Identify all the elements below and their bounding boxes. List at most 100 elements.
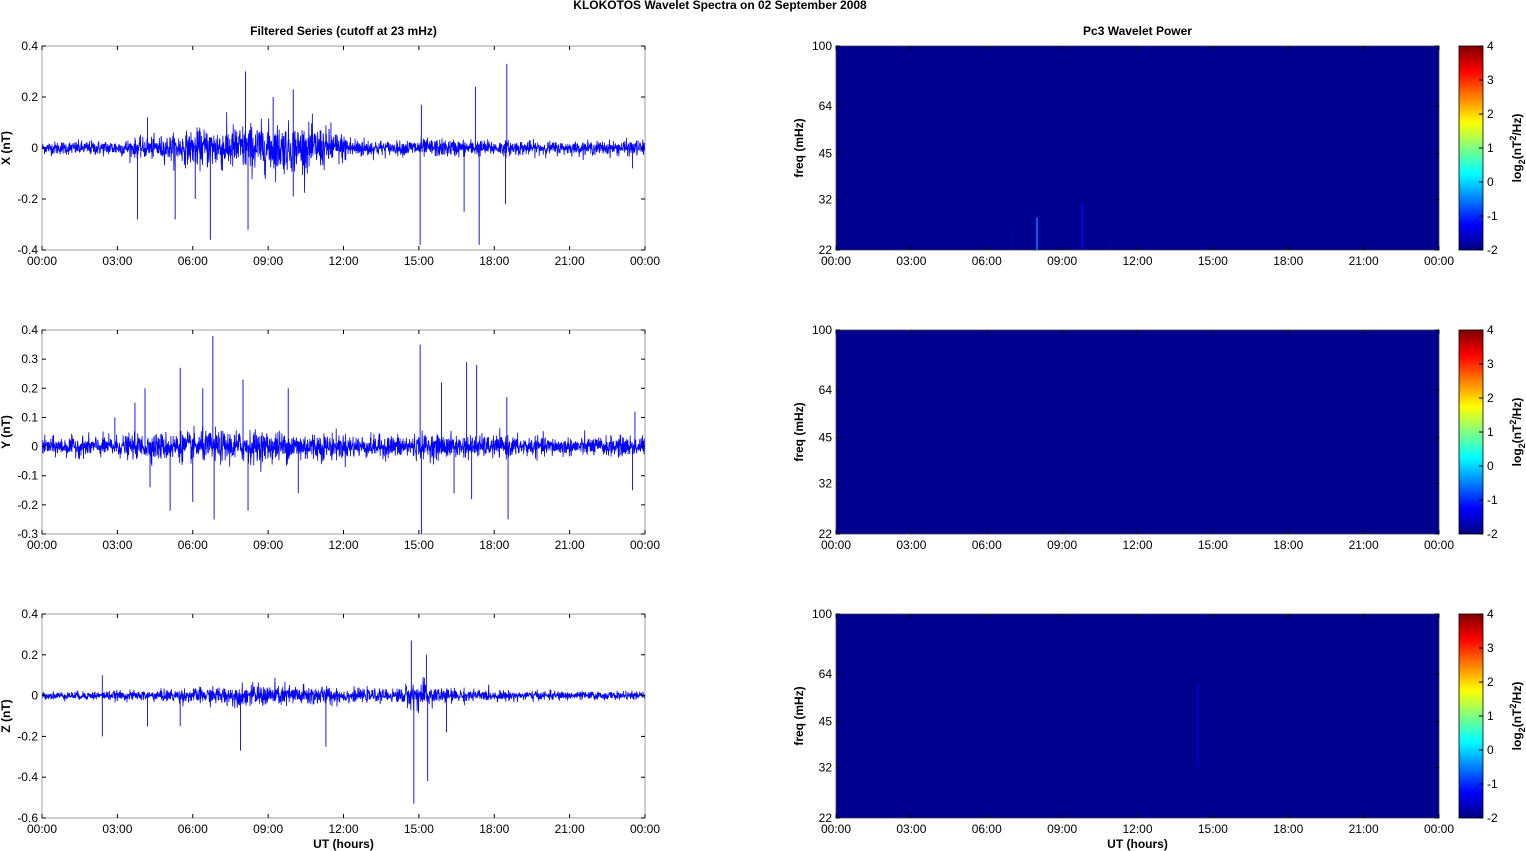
y-tick-label: 0.4 [21, 323, 38, 337]
x-tick-label: 12:00 [328, 254, 358, 268]
x-tick-label: 09:00 [1047, 822, 1077, 836]
y-tick-label: 0 [31, 689, 38, 703]
colorbar-tick-label: -2 [1487, 243, 1498, 257]
colorbar-tick-label: -2 [1487, 811, 1498, 825]
colorbar-tick-label: -1 [1487, 209, 1498, 223]
x-tick-label: 00:00 [630, 538, 660, 552]
y-tick-label: 22 [819, 243, 833, 257]
colorbar-tick-label: 3 [1487, 73, 1494, 87]
y-tick-label: 0.4 [21, 607, 38, 621]
y-tick-label: -0.4 [17, 243, 38, 257]
y-tick-label: 0 [31, 141, 38, 155]
wavelet-panel-3: -2 -1 0 1 2 3 4 log2(nT2/Hz) 00:00 03:00 06:00 09:0… [792, 607, 1526, 851]
colorbar-tick-label: -1 [1487, 493, 1498, 507]
x-tick-label: 09:00 [1047, 538, 1077, 552]
colorbar-tick-label: 2 [1487, 391, 1494, 405]
y-axis-label: Z (nT) [0, 699, 13, 732]
x-tick-label: 00:00 [27, 822, 57, 836]
heatmap-background [836, 330, 1439, 534]
x-tick-label: 18:00 [1273, 822, 1303, 836]
y-axis-label: X (nT) [0, 131, 13, 165]
panel-title: Pc3 Wavelet Power [1083, 24, 1192, 38]
colorbar-tick-label: 0 [1487, 175, 1494, 189]
y-axis-label: freq (mHz) [792, 686, 806, 745]
series-line [42, 676, 645, 714]
colorbar-tick-label: 2 [1487, 107, 1494, 121]
y-tick-label: 64 [819, 99, 833, 113]
y-tick-label: -0.2 [17, 729, 38, 743]
x-tick-label: 21:00 [1349, 822, 1379, 836]
x-tick-label: 03:00 [102, 254, 132, 268]
heatmap-feature [1108, 238, 1111, 250]
x-tick-label: 06:00 [972, 538, 1002, 552]
x-tick-label: 00:00 [821, 538, 851, 552]
colorbar-tick-label: 1 [1487, 425, 1494, 439]
x-tick-label: 00:00 [27, 254, 57, 268]
x-tick-label: 18:00 [1273, 254, 1303, 268]
colorbar-tick-label: 3 [1487, 641, 1494, 655]
y-tick-label: 100 [812, 607, 832, 621]
heatmap-background [836, 46, 1439, 250]
colorbar-tick-label: 4 [1487, 607, 1494, 621]
y-tick-label: -0.1 [17, 469, 38, 483]
y-axis-label: freq (mHz) [792, 402, 806, 461]
y-tick-label: 45 [819, 147, 833, 161]
colorbar-tick-label: -2 [1487, 527, 1498, 541]
x-tick-label: 15:00 [404, 822, 434, 836]
timeseries-panel-1: Filtered Series (cutoff at 23 mHz) 00:00 0… [0, 24, 660, 268]
series-line [42, 425, 645, 473]
x-tick-label: 21:00 [555, 822, 585, 836]
colorbar-tick-label: 2 [1487, 675, 1494, 689]
x-tick-label: 00:00 [27, 538, 57, 552]
y-tick-label: 0.2 [21, 90, 38, 104]
x-tick-label: 06:00 [972, 822, 1002, 836]
heatmap-feature [1036, 217, 1038, 250]
colorbar-label: log2(nT2/Hz) [1508, 398, 1526, 467]
y-tick-label: 64 [819, 383, 833, 397]
y-tick-label: -0.2 [17, 192, 38, 206]
timeseries-panel-3: 00:00 03:00 06:00 09:00 12:00 15:00 18:00 21:00… [0, 607, 660, 851]
x-tick-label: 00:00 [630, 254, 660, 268]
colorbar-tick-label: 3 [1487, 357, 1494, 371]
x-axis-label: UT (hours) [313, 837, 374, 851]
y-tick-label: 0.1 [21, 410, 38, 424]
y-tick-label: 0.3 [21, 352, 38, 366]
x-tick-label: 12:00 [328, 538, 358, 552]
wavelet-panel-1: Pc3 Wavelet Power -2 -1 0 1 2 3 4 log2(nT2/Hz) 00… [792, 24, 1526, 268]
y-tick-label: 0 [31, 440, 38, 454]
x-tick-label: 09:00 [253, 254, 283, 268]
x-tick-label: 12:00 [328, 822, 358, 836]
heatmap-feature [1010, 227, 1013, 250]
y-axis-label: freq (mHz) [792, 118, 806, 177]
colorbar-label: log2(nT2/Hz) [1508, 114, 1526, 183]
x-tick-label: 15:00 [1198, 254, 1228, 268]
heatmap-feature [1081, 203, 1084, 250]
x-tick-label: 00:00 [1424, 822, 1454, 836]
y-tick-label: 45 [819, 715, 833, 729]
y-tick-label: 45 [819, 431, 833, 445]
timeseries-panel-2: 00:00 03:00 06:00 09:00 12:00 15:00 18:00 21:00… [0, 323, 660, 552]
y-tick-label: 0.2 [21, 648, 38, 662]
x-tick-label: 15:00 [404, 254, 434, 268]
figure-title: KLOKOTOS Wavelet Spectra on 02 September… [573, 0, 867, 12]
y-tick-label: 32 [819, 761, 833, 775]
y-tick-label: -0.6 [17, 811, 38, 825]
y-tick-label: 0.4 [21, 39, 38, 53]
x-tick-label: 06:00 [972, 254, 1002, 268]
x-tick-label: 12:00 [1122, 538, 1152, 552]
panel-title: Filtered Series (cutoff at 23 mHz) [250, 24, 437, 38]
x-tick-label: 06:00 [178, 254, 208, 268]
x-tick-label: 18:00 [479, 254, 509, 268]
y-tick-label: 100 [812, 323, 832, 337]
x-tick-label: 06:00 [178, 822, 208, 836]
colorbar-tick-label: 4 [1487, 39, 1494, 53]
x-tick-label: 03:00 [896, 538, 926, 552]
x-tick-label: 00:00 [1424, 538, 1454, 552]
x-tick-label: 00:00 [1424, 254, 1454, 268]
y-tick-label: 22 [819, 811, 833, 825]
y-tick-label: 32 [819, 193, 833, 207]
heatmap-background [836, 614, 1439, 818]
y-tick-label: -0.3 [17, 527, 38, 541]
x-tick-label: 00:00 [821, 822, 851, 836]
x-tick-label: 12:00 [1122, 254, 1152, 268]
